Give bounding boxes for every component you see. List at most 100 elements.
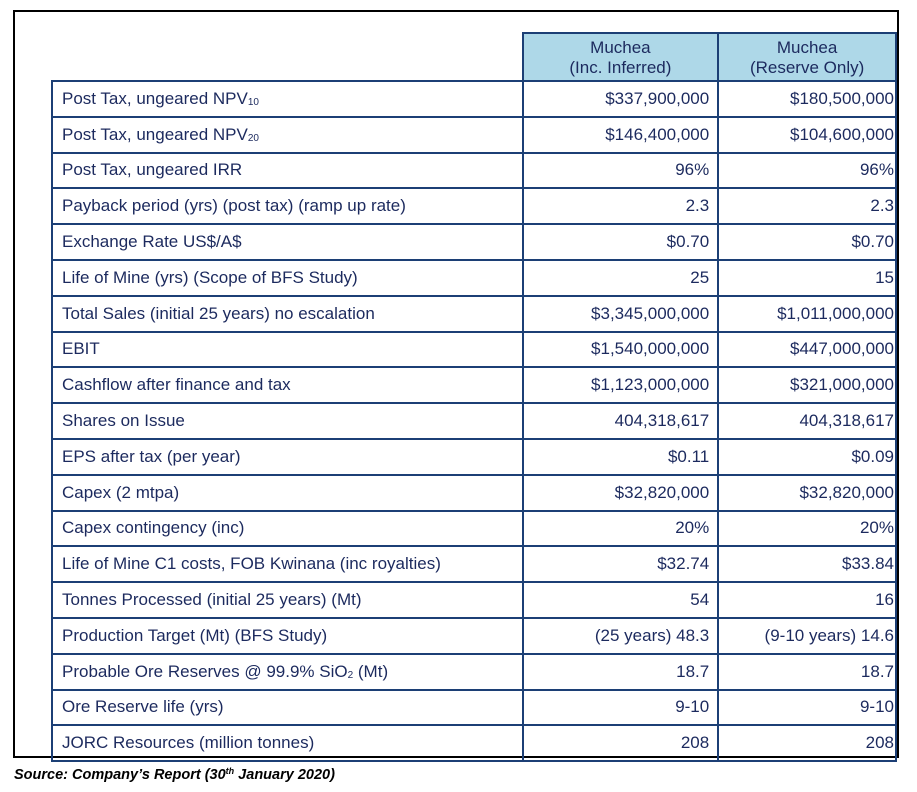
row-label-text: Probable Ore Reserves @ 99.9% SiO [62,661,348,681]
row-label-text: EPS after tax (per year) [62,446,241,466]
header-corner [52,33,523,81]
table-row: Ore Reserve life (yrs) 9-10 9-10 [51,688,897,727]
cell-inc-inferred: $32.74 [521,545,720,584]
row-label-subscript: 2 [347,669,354,681]
cell-reserve-only: 2.3 [717,187,897,226]
cell-reserve-only: $104,600,000 [717,115,897,154]
row-label: Probable Ore Reserves @ 99.9% SiO2 (Mt) [51,652,524,691]
row-label-text: Shares on Issue [62,411,185,431]
header-reserve-only: Muchea (Reserve Only) [717,32,897,82]
cell-reserve-only: $321,000,000 [717,366,897,405]
row-label: Post Tax, ungeared IRR [51,151,524,190]
row-label-text: Payback period (yrs) (post tax) (ramp up… [62,196,406,216]
cell-inc-inferred: 208 [521,724,720,763]
row-label-text: Production Target (Mt) (BFS Study) [62,625,328,645]
row-label: JORC Resources (million tonnes) [51,724,524,763]
table-row: Life of Mine (yrs) (Scope of BFS Study) 2… [51,258,897,297]
row-label-text: Life of Mine (yrs) (Scope of BFS Study) [62,267,358,287]
row-label-text: Capex (2 mtpa) [62,482,180,502]
table-row: Life of Mine C1 costs, FOB Kwinana (inc … [51,545,897,584]
row-label: Post Tax, ungeared NPV20 [51,115,524,154]
row-label: Tonnes Processed (initial 25 years) (Mt) [51,581,524,619]
cell-reserve-only: $32,820,000 [717,473,897,512]
cell-inc-inferred: 96% [521,151,720,190]
header-inc-inferred: Muchea (Inc. Inferred) [521,32,720,82]
source-prefix: Source: Company’s Report (30 [14,767,226,783]
row-label: EBIT [51,330,524,369]
cell-reserve-only: 20% [717,509,897,548]
row-label-text: Post Tax, ungeared NPV [62,88,248,108]
cell-reserve-only: 96% [717,151,897,190]
row-label: Shares on Issue [51,402,524,440]
table-row: Capex contingency (inc) 20% 20% [51,509,897,548]
row-label-text: Post Tax, ungeared IRR [62,160,243,180]
source-caption: Source: Company’s Report (30th January 2… [14,766,335,783]
row-label: Payback period (yrs) (post tax) (ramp up… [51,187,524,226]
header-inc-inferred-line2: (Inc. Inferred) [569,58,672,77]
row-label-text: Life of Mine C1 costs, FOB Kwinana (inc … [62,554,441,574]
row-label-subscript: 20 [247,132,259,144]
cell-inc-inferred: $337,900,000 [521,80,720,118]
cell-inc-inferred: $0.11 [521,437,720,476]
row-label-suffix: (Mt) [353,661,389,681]
table-row: Production Target (Mt) (BFS Study) (25 ye… [51,616,897,655]
source-suffix: January 2020) [234,767,335,783]
row-label-text: JORC Resources (million tonnes) [62,733,315,753]
table-body: Post Tax, ungeared NPV10 $337,900,000 $180… [51,80,897,763]
cell-inc-inferred: 54 [521,581,720,619]
row-label: Production Target (Mt) (BFS Study) [51,616,524,655]
cell-inc-inferred: $1,540,000,000 [521,330,720,369]
financial-summary-table: Muchea (Inc. Inferred) Muchea (Reserve O… [51,32,897,763]
cell-inc-inferred: 25 [521,258,720,297]
table-row: Post Tax, ungeared IRR 96% 96% [51,151,897,190]
cell-inc-inferred: $0.70 [521,223,720,261]
cell-reserve-only: $1,011,000,000 [717,294,897,333]
cell-reserve-only: $33.84 [717,545,897,584]
row-label: Capex (2 mtpa) [51,473,524,512]
table-row: EPS after tax (per year) $0.11 $0.09 [51,437,897,476]
table-row: EBIT $1,540,000,000 $447,000,000 [51,330,897,369]
row-label-text: Tonnes Processed (initial 25 years) (Mt) [62,590,362,610]
source-superscript: th [225,766,235,776]
row-label: Total Sales (initial 25 years) no escala… [51,294,524,333]
cell-inc-inferred: 18.7 [521,652,720,691]
row-label-text: Capex contingency (inc) [62,518,245,538]
row-label: Exchange Rate US$/A$ [51,223,524,261]
row-label-text: Exchange Rate US$/A$ [62,232,242,252]
row-label-text: EBIT [62,339,100,359]
table-row: Post Tax, ungeared NPV20 $146,400,000 $104… [51,115,897,154]
table-row: Exchange Rate US$/A$ $0.70 $0.70 [51,223,897,261]
header-inc-inferred-line1: Muchea [590,38,651,57]
row-label-text: Ore Reserve life (yrs) [62,697,224,717]
cell-inc-inferred: $146,400,000 [521,115,720,154]
cell-reserve-only: (9-10 years) 14.6 [717,616,897,655]
table-row: Capex (2 mtpa) $32,820,000 $32,820,000 [51,473,897,512]
table-row: Cashflow after finance and tax $1,123,000… [51,366,897,405]
cell-reserve-only: 208 [717,724,897,763]
cell-reserve-only: 9-10 [717,688,897,727]
cell-reserve-only: 404,318,617 [717,402,897,440]
cell-inc-inferred: 404,318,617 [521,402,720,440]
row-label: Life of Mine C1 costs, FOB Kwinana (inc … [51,545,524,584]
cell-reserve-only: 15 [717,258,897,297]
cell-reserve-only: $0.09 [717,437,897,476]
row-label: Life of Mine (yrs) (Scope of BFS Study) [51,258,524,297]
table-row: Total Sales (initial 25 years) no escala… [51,294,897,333]
cell-reserve-only: $447,000,000 [717,330,897,369]
cell-reserve-only: 16 [717,581,897,619]
row-label-subscript: 10 [247,96,259,108]
header-row: Muchea (Inc. Inferred) Muchea (Reserve O… [52,32,897,82]
header-reserve-only-line1: Muchea [776,38,838,57]
cell-reserve-only: $180,500,000 [717,80,897,118]
row-label: Capex contingency (inc) [51,509,524,548]
cell-reserve-only: 18.7 [717,652,897,691]
cell-inc-inferred: 20% [521,509,720,548]
row-label-text: Total Sales (initial 25 years) no escala… [62,303,375,323]
cell-inc-inferred: 2.3 [521,187,720,226]
table-row: Payback period (yrs) (post tax) (ramp up… [51,187,897,226]
cell-inc-inferred: $1,123,000,000 [521,366,720,405]
cell-inc-inferred: $3,345,000,000 [521,294,720,333]
row-label: Ore Reserve life (yrs) [51,688,524,727]
cell-inc-inferred: 9-10 [521,688,720,727]
cell-reserve-only: $0.70 [717,223,897,261]
